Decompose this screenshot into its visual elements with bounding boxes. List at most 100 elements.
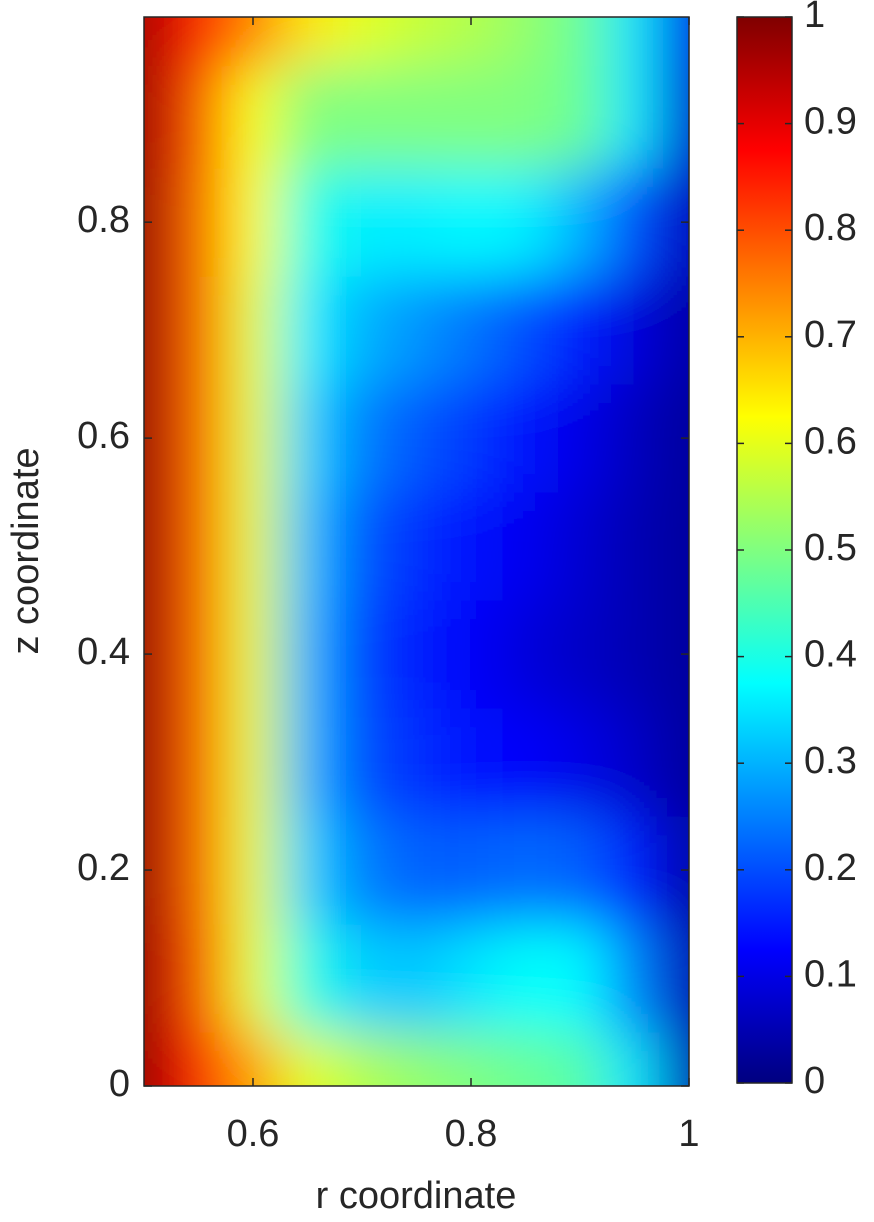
- heat-cell: [661, 276, 689, 385]
- heat-cell: [552, 492, 608, 601]
- colorbar-tick-label: 0.7: [804, 314, 857, 356]
- colorbar-tick-label: 0: [804, 1060, 825, 1102]
- heat-cell: [334, 65, 390, 169]
- heat-cell: [607, 168, 663, 277]
- heat-cell: [171, 17, 227, 67]
- heat-cell: [607, 384, 663, 493]
- heat-cell: [661, 708, 689, 817]
- heat-cell: [498, 816, 554, 925]
- colorbar-tick-label: 0.8: [804, 207, 857, 249]
- heat-cell: [389, 708, 445, 817]
- heat-cell: [225, 276, 281, 385]
- heat-cell: [144, 1032, 172, 1086]
- heat-cell: [144, 17, 172, 67]
- heat-cell: [334, 708, 390, 817]
- heat-cell: [443, 65, 499, 169]
- colorbar-tick-label: 0.9: [804, 101, 857, 143]
- heat-cell: [334, 492, 390, 601]
- heat-cell: [280, 492, 336, 601]
- heat-cell: [389, 168, 445, 277]
- colorbar-tick-label: 0.2: [804, 847, 857, 889]
- heat-cell: [280, 276, 336, 385]
- heat-cell: [280, 17, 336, 67]
- heat-cell: [389, 276, 445, 385]
- heat-cell: [171, 924, 227, 1033]
- heat-cell: [443, 276, 499, 385]
- heat-cell: [607, 1032, 663, 1086]
- heat-cell: [552, 168, 608, 277]
- y-tick-label: 0: [109, 1063, 130, 1105]
- heat-cell: [144, 492, 172, 601]
- heat-cell: [171, 600, 227, 709]
- heat-cell: [661, 17, 689, 67]
- plot-frame: [143, 16, 690, 1087]
- heat-cell: [443, 708, 499, 817]
- x-axis-label: r coordinate: [316, 1175, 517, 1217]
- colorbar: [736, 16, 793, 1084]
- colorbar-tick-label: 0.5: [804, 527, 857, 569]
- y-tick-label: 0.8: [77, 199, 130, 241]
- heat-cell: [280, 384, 336, 493]
- colorbar-tick-label: 0.4: [804, 634, 857, 676]
- heat-cell: [607, 17, 663, 67]
- heat-cell: [280, 600, 336, 709]
- heat-cell: [171, 276, 227, 385]
- heat-cell: [171, 708, 227, 817]
- heat-cell: [607, 276, 663, 385]
- heat-cell: [334, 816, 390, 925]
- x-tick-label: 1: [678, 1113, 699, 1155]
- heat-cell: [607, 924, 663, 1033]
- heat-cell: [607, 816, 663, 925]
- heat-cell: [443, 168, 499, 277]
- heat-cell: [334, 276, 390, 385]
- heat-cell: [144, 65, 172, 169]
- heat-cell: [552, 17, 608, 67]
- heat-cell: [607, 65, 663, 169]
- heat-cell: [552, 65, 608, 169]
- heat-cell: [389, 492, 445, 601]
- heat-cell: [443, 1032, 499, 1086]
- heat-cell: [552, 708, 608, 817]
- heat-cell: [389, 924, 445, 1033]
- heat-cell: [171, 384, 227, 493]
- heat-cell: [389, 17, 445, 67]
- y-tick-label: 0.4: [77, 631, 130, 673]
- heat-cell: [443, 492, 499, 601]
- heat-cell: [607, 708, 663, 817]
- heat-cell: [389, 65, 445, 169]
- heat-cell: [498, 1032, 554, 1086]
- heat-cell: [144, 708, 172, 817]
- heat-cell: [552, 816, 608, 925]
- heat-cell: [498, 17, 554, 67]
- heat-cell: [225, 65, 281, 169]
- colorbar-tick-label: 0.1: [804, 953, 857, 995]
- heat-cell: [498, 168, 554, 277]
- heat-cell: [552, 600, 608, 709]
- heat-cell: [280, 708, 336, 817]
- heat-cell: [144, 924, 172, 1033]
- heat-cell: [225, 600, 281, 709]
- heat-cell: [280, 1032, 336, 1086]
- field: [144, 17, 689, 1086]
- heat-cell: [498, 276, 554, 385]
- heat-cell: [661, 492, 689, 601]
- colorbar-tick-label: 0.3: [804, 740, 857, 782]
- heat-cell: [443, 816, 499, 925]
- heat-cell: [498, 384, 554, 493]
- heat-cell: [552, 1032, 608, 1086]
- heat-cell: [334, 1032, 390, 1086]
- heat-cell: [225, 17, 281, 67]
- heat-cell: [225, 1032, 281, 1086]
- heat-cell: [443, 924, 499, 1033]
- heat-cell: [661, 1032, 689, 1086]
- heat-cell: [498, 708, 554, 817]
- heat-cell: [552, 924, 608, 1033]
- heat-cell: [443, 600, 499, 709]
- heat-cell: [225, 168, 281, 277]
- heat-cell: [661, 924, 689, 1033]
- heat-cell: [389, 1032, 445, 1086]
- heat-cell: [498, 65, 554, 169]
- heat-cell: [661, 65, 689, 169]
